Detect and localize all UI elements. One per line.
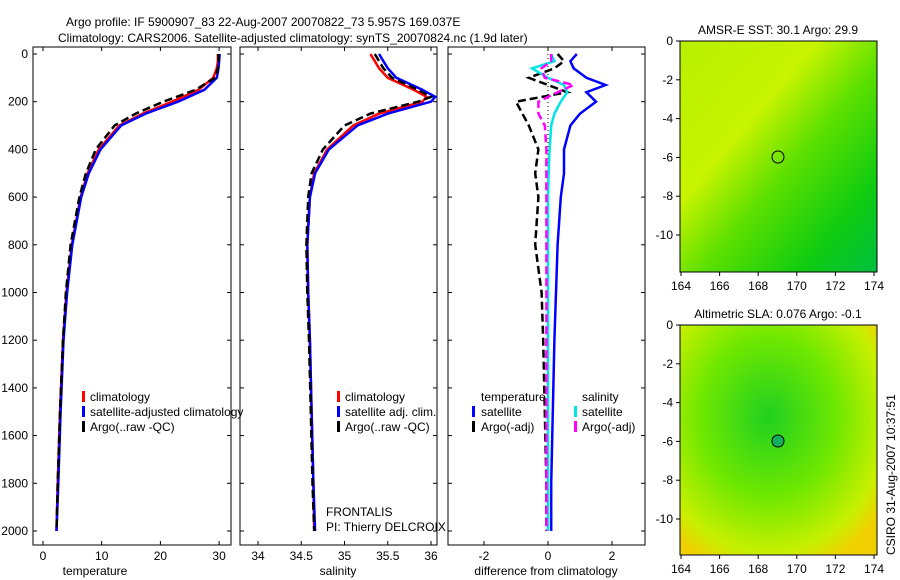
salinity-axes bbox=[239, 46, 438, 546]
ytick-label: 0 bbox=[21, 47, 28, 61]
xtick-label: 35.5 bbox=[376, 549, 400, 563]
sst-map-title: AMSR-E SST: 30.1 Argo: 29.9 bbox=[698, 23, 858, 37]
legend-swatch bbox=[82, 406, 85, 417]
legend-label: satellite bbox=[481, 405, 522, 419]
map-ytick-label: -6 bbox=[662, 434, 673, 448]
xtick-label: 2 bbox=[609, 549, 616, 563]
ytick-label: 1600 bbox=[1, 429, 28, 443]
annotation-project: FRONTALIS bbox=[326, 505, 392, 519]
credit: CSIRO 31-Aug-2007 10:37:51 bbox=[884, 394, 898, 555]
legend-swatch bbox=[574, 406, 577, 417]
ytick-label: 2000 bbox=[1, 524, 28, 538]
legend-label: climatology bbox=[90, 390, 150, 404]
xtick-label: 35 bbox=[338, 549, 352, 563]
map-ytick-label: -2 bbox=[662, 357, 673, 371]
series-temperature-satellite bbox=[549, 53, 610, 531]
xtick-label: 0 bbox=[545, 549, 552, 563]
xtick-label: 10 bbox=[95, 549, 109, 563]
legend-swatch bbox=[472, 406, 475, 417]
legend-label: Argo(..raw -QC) bbox=[345, 420, 430, 434]
legend-swatch bbox=[82, 421, 85, 432]
map-ytick-label: -6 bbox=[662, 150, 673, 164]
ytick-label: 600 bbox=[8, 190, 28, 204]
title-line-2: Climatology: CARS2006. Satellite-adjuste… bbox=[58, 31, 528, 45]
series-climatology bbox=[55, 54, 220, 532]
annotation-pi: PI: Thierry DELCROIX bbox=[326, 520, 446, 534]
ytick-label: 1800 bbox=[1, 476, 28, 490]
legend-swatch bbox=[472, 421, 475, 432]
xtick-label: 36 bbox=[424, 549, 438, 563]
ytick-label: 200 bbox=[8, 95, 28, 109]
ytick-label: 1400 bbox=[1, 381, 28, 395]
map-ytick-label: -10 bbox=[656, 228, 674, 242]
series-salinity-argo-adj- bbox=[537, 54, 578, 531]
map-xtick-label: 166 bbox=[710, 562, 730, 576]
series-argo-raw-qc- bbox=[305, 53, 435, 532]
title-line-1: Argo profile: IF 5900907_83 22-Aug-2007 … bbox=[66, 15, 460, 29]
series-argo-raw-qc- bbox=[55, 54, 220, 532]
xtick-label: -2 bbox=[479, 549, 490, 563]
legend-label: Argo(-adj) bbox=[481, 420, 534, 434]
argo-location-marker bbox=[771, 434, 785, 448]
map-ytick-label: -4 bbox=[662, 396, 673, 410]
map-xtick-label: 168 bbox=[748, 279, 768, 293]
series-satellite-adj-clim- bbox=[306, 53, 438, 532]
legend-swatch bbox=[82, 391, 85, 402]
difference-axes bbox=[447, 46, 646, 546]
map-xtick-label: 166 bbox=[710, 279, 730, 293]
legend-swatch bbox=[337, 391, 340, 402]
map-xtick-label: 170 bbox=[787, 279, 807, 293]
series-climatology bbox=[306, 53, 429, 532]
map-xtick-label: 164 bbox=[671, 279, 691, 293]
map-ytick-label: -4 bbox=[662, 112, 673, 126]
legend-salinity: climatology satellite adj. clim. Argo(..… bbox=[337, 390, 436, 434]
legend-swatch bbox=[574, 421, 577, 432]
legend-temperature: climatology satellite-adjusted climatolo… bbox=[82, 390, 243, 434]
legend-header: salinity bbox=[582, 390, 619, 404]
map-xtick-label: 174 bbox=[864, 279, 884, 293]
map-xtick-label: 172 bbox=[825, 279, 845, 293]
series-temperature-argo-adj- bbox=[514, 53, 572, 531]
legend-label: Argo(..raw -QC) bbox=[90, 420, 175, 434]
ytick-label: 800 bbox=[8, 238, 28, 252]
map-ytick-label: -10 bbox=[656, 512, 674, 526]
ytick-label: 1000 bbox=[1, 286, 28, 300]
argo-location-marker bbox=[771, 150, 785, 164]
xtick-label: 0 bbox=[40, 549, 47, 563]
map-ytick-label: -8 bbox=[662, 473, 673, 487]
map-ytick-label: -8 bbox=[662, 189, 673, 203]
sst-map bbox=[679, 40, 878, 273]
map-xtick-label: 164 bbox=[671, 562, 691, 576]
xlabel-difference: difference from climatology bbox=[474, 564, 617, 578]
legend-swatch bbox=[337, 421, 340, 432]
map-xtick-label: 172 bbox=[825, 562, 845, 576]
legend-label: satellite adj. clim. bbox=[345, 405, 436, 419]
legend-label: satellite-adjusted climatology bbox=[90, 405, 243, 419]
legend-difference: temperature satellite Argo(-adj) salinit… bbox=[472, 390, 635, 434]
temperature-axes bbox=[32, 46, 232, 546]
xtick-label: 20 bbox=[154, 549, 168, 563]
xtick-label: 30 bbox=[212, 549, 226, 563]
map-ytick-label: -2 bbox=[662, 73, 673, 87]
ytick-label: 400 bbox=[8, 142, 28, 156]
map-ytick-label: 0 bbox=[666, 34, 673, 48]
xlabel-salinity: salinity bbox=[320, 564, 357, 578]
map-xtick-label: 170 bbox=[787, 562, 807, 576]
xtick-label: 34.5 bbox=[290, 549, 314, 563]
map-xtick-label: 168 bbox=[748, 562, 768, 576]
xlabel-temperature: temperature bbox=[63, 564, 128, 578]
legend-swatch bbox=[337, 406, 340, 417]
legend-label: Argo(-adj) bbox=[582, 420, 635, 434]
map-ytick-label: 0 bbox=[666, 318, 673, 332]
legend-label: climatology bbox=[345, 390, 405, 404]
series-salinity-satellite bbox=[528, 53, 569, 531]
series-satellite-adjusted-climatology bbox=[55, 53, 221, 532]
legend-header: temperature bbox=[481, 390, 546, 404]
sla-map-title: Altimetric SLA: 0.076 Argo: -0.1 bbox=[694, 307, 862, 321]
ytick-label: 1200 bbox=[1, 333, 28, 347]
map-xtick-label: 174 bbox=[864, 562, 884, 576]
legend-label: satellite bbox=[582, 405, 623, 419]
xtick-label: 34 bbox=[251, 549, 265, 563]
